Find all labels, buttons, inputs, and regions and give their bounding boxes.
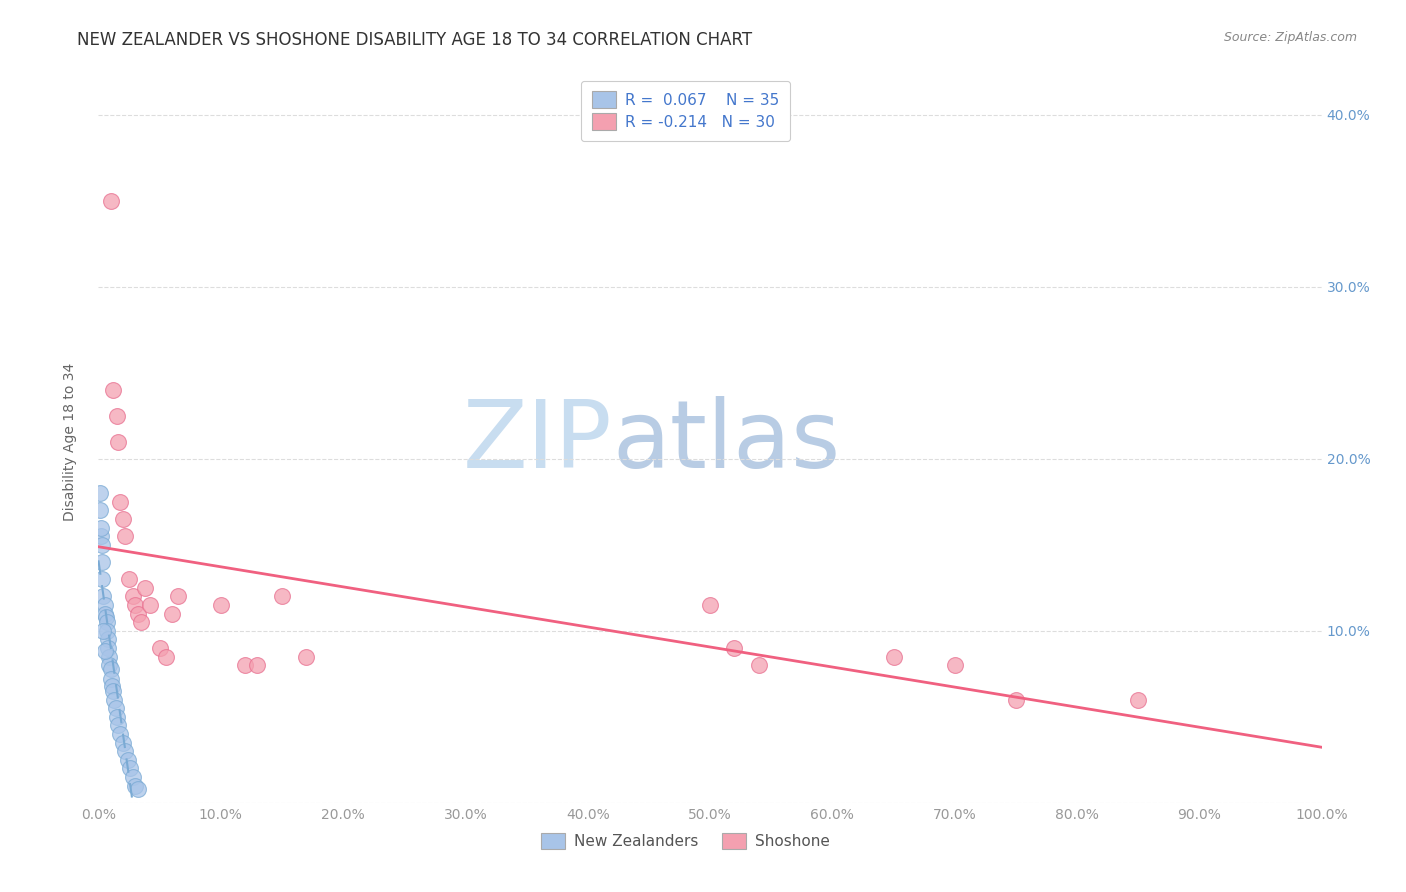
Point xyxy=(100,194,122,208)
Point xyxy=(295,649,318,664)
Point xyxy=(104,701,127,715)
Point xyxy=(91,624,114,638)
Point xyxy=(100,672,122,686)
Point xyxy=(89,486,111,500)
Legend: New Zealanders, Shoshone: New Zealanders, Shoshone xyxy=(530,822,841,860)
Point xyxy=(91,538,114,552)
Point xyxy=(91,590,114,604)
Point xyxy=(110,727,132,741)
Text: Source: ZipAtlas.com: Source: ZipAtlas.com xyxy=(1223,31,1357,45)
Point xyxy=(270,590,294,604)
Point xyxy=(94,610,117,624)
Point xyxy=(117,753,139,767)
Point xyxy=(111,735,134,749)
Text: NEW ZEALANDER VS SHOSHONE DISABILITY AGE 18 TO 34 CORRELATION CHART: NEW ZEALANDER VS SHOSHONE DISABILITY AGE… xyxy=(77,31,752,49)
Point xyxy=(96,615,118,630)
Point xyxy=(246,658,269,673)
Point xyxy=(118,572,141,586)
Point xyxy=(100,662,122,676)
Point xyxy=(160,607,183,621)
Point xyxy=(110,494,132,508)
Point xyxy=(124,598,146,612)
Point xyxy=(107,718,129,732)
Point xyxy=(127,607,149,621)
Text: atlas: atlas xyxy=(612,395,841,488)
Point xyxy=(149,640,172,655)
Text: ZIP: ZIP xyxy=(463,395,612,488)
Point xyxy=(89,503,111,517)
Point xyxy=(124,779,146,793)
Point xyxy=(883,649,905,664)
Point xyxy=(1004,692,1026,706)
Point xyxy=(139,598,162,612)
Point xyxy=(93,607,115,621)
Point xyxy=(101,684,124,698)
Point xyxy=(105,409,128,423)
Point xyxy=(91,572,114,586)
Point xyxy=(127,782,149,797)
Point xyxy=(90,520,112,534)
Point xyxy=(107,434,129,449)
Point xyxy=(748,658,770,673)
Point xyxy=(120,761,142,775)
Y-axis label: Disability Age 18 to 34: Disability Age 18 to 34 xyxy=(63,362,77,521)
Point xyxy=(97,632,120,647)
Point xyxy=(699,598,721,612)
Point xyxy=(943,658,966,673)
Point xyxy=(114,529,136,543)
Point xyxy=(155,649,177,664)
Point xyxy=(101,383,124,397)
Point xyxy=(121,590,143,604)
Point xyxy=(209,598,232,612)
Point xyxy=(93,598,115,612)
Point xyxy=(98,658,121,673)
Point xyxy=(129,615,152,630)
Point xyxy=(101,679,124,693)
Point xyxy=(1128,692,1150,706)
Point xyxy=(97,640,120,655)
Point xyxy=(91,555,114,569)
Point xyxy=(93,644,115,658)
Point xyxy=(96,624,118,638)
Point xyxy=(98,649,121,664)
Point xyxy=(90,529,112,543)
Point xyxy=(103,692,125,706)
Point xyxy=(723,640,745,655)
Point xyxy=(121,770,143,784)
Point xyxy=(233,658,256,673)
Point xyxy=(134,581,156,595)
Point xyxy=(105,710,128,724)
Point xyxy=(167,590,190,604)
Point xyxy=(114,744,136,758)
Point xyxy=(111,512,134,526)
